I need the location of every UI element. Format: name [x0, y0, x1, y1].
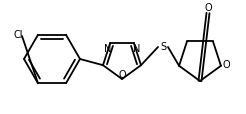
- Text: N: N: [133, 43, 140, 53]
- Text: O: O: [204, 3, 212, 13]
- Text: S: S: [160, 42, 166, 52]
- Text: O: O: [118, 69, 126, 79]
- Text: N: N: [104, 43, 111, 53]
- Text: Cl: Cl: [14, 30, 24, 40]
- Text: O: O: [222, 59, 230, 69]
